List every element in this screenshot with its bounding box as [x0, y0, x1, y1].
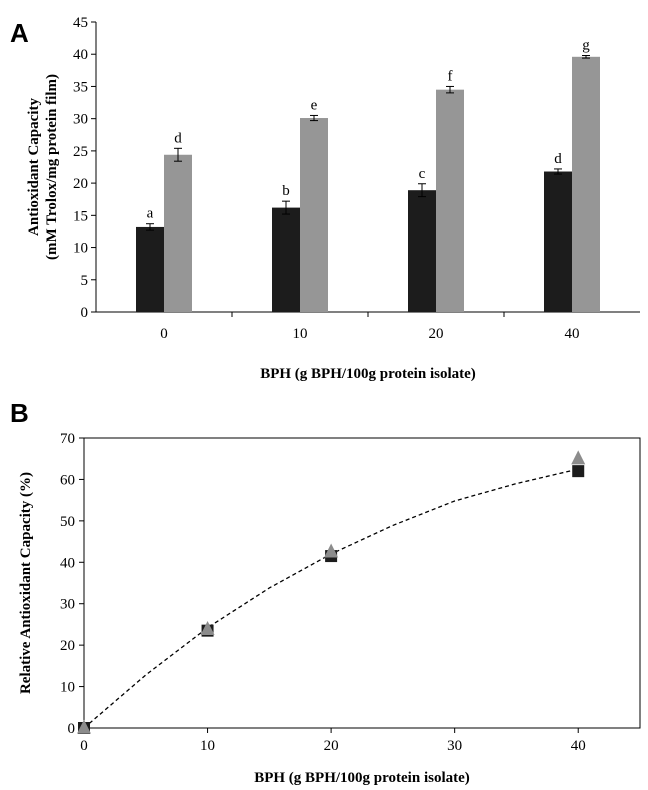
panel-a-significance-label: g [582, 38, 590, 54]
panel-a-significance-label: f [448, 68, 453, 84]
panel-a-significance-label: b [282, 183, 290, 199]
panel-b-y-tick-label: 20 [60, 638, 75, 654]
panel-b-y-tick-label: 70 [60, 431, 75, 447]
panel-a-bar [164, 154, 192, 312]
panel-a-y-tick-label: 10 [73, 241, 88, 257]
panel-b-plot-frame [83, 437, 641, 729]
panel-b-point-triangle [200, 621, 215, 635]
panel-a-x-tick-label: 40 [565, 326, 580, 342]
panel-a-bar [300, 118, 328, 313]
panel-b-x-tick-label: 40 [571, 738, 586, 754]
panel-a-significance-label: e [311, 97, 318, 113]
panel-a-x-tick-label: 20 [429, 326, 444, 342]
panel-b-x-tick-label: 30 [447, 738, 462, 754]
panel-a-bar-chart: A Antioxidant Capacity (mM Trolox/mg pro… [10, 15, 640, 382]
panel-a-significance-label: c [419, 166, 426, 182]
panel-b-y-axis-title: Relative Antioxidant Capacity (%) [18, 472, 34, 694]
panel-a-y-tick-label: 35 [73, 79, 88, 95]
panel-a-bar [136, 226, 164, 312]
panel-b-y-tick-label: 60 [60, 472, 75, 488]
panel-b-y-tick-label: 30 [60, 597, 75, 613]
panel-b-x-tick-label: 0 [80, 738, 88, 754]
panel-a-x-axis-title: BPH (g BPH/100g protein isolate) [260, 366, 476, 382]
panel-b-y-tick-label: 0 [68, 721, 76, 737]
panel-a-y-axis-title-line2: (mM Trolox/mg protein film) [44, 74, 60, 260]
panel-a-significance-label: d [174, 130, 182, 146]
panel-a-y-tick-label: 5 [81, 273, 89, 289]
panel-a-marks: 0 5 10 15 20 25 30 35 40 45 0 a d 10 b e 20 c f 40 d g [73, 15, 600, 342]
panel-b-letter: B [10, 398, 29, 428]
panel-a-y-tick-label: 20 [73, 176, 88, 192]
panel-a-y-tick-label: 25 [73, 144, 88, 160]
panel-a-y-tick-label: 45 [73, 15, 88, 31]
panel-a-bar [408, 190, 436, 312]
panel-a-y-tick-label: 40 [73, 47, 88, 63]
panel-a-y-tick-label: 15 [73, 208, 88, 224]
panel-a-x-tick-label: 0 [160, 326, 168, 342]
panel-b-scatter-chart: B Relative Antioxidant Capacity (%) BPH … [10, 398, 641, 786]
panel-b-point-triangle [571, 450, 586, 465]
panel-b-x-tick-label: 10 [200, 738, 215, 754]
panel-a-letter: A [10, 18, 29, 48]
panel-a-significance-label: a [147, 206, 154, 222]
panel-b-x-tick-label: 20 [324, 738, 339, 754]
panel-a-significance-label: d [554, 151, 562, 167]
panel-b-y-tick-label: 10 [60, 680, 75, 696]
panel-a-x-tick-label: 10 [293, 326, 308, 342]
panel-a-bar [572, 56, 600, 312]
panel-b-y-tick-label: 50 [60, 514, 75, 530]
panel-a-bar [544, 171, 572, 312]
panel-b-point-triangle [324, 543, 339, 558]
panel-b-point-triangle [77, 719, 91, 734]
panel-a-y-tick-label: 30 [73, 112, 88, 128]
panel-a-y-tick-label: 0 [81, 305, 89, 321]
panel-b-trendline [83, 468, 579, 729]
panel-a-bar [272, 207, 300, 312]
panel-b-x-axis-title: BPH (g BPH/100g protein isolate) [254, 770, 470, 786]
panel-a-y-axis-title-line1: Antioxidant Capacity [26, 98, 42, 236]
panel-b-y-tick-label: 40 [60, 555, 75, 571]
panel-b-point-square [572, 465, 585, 478]
panel-a-bar [436, 89, 464, 313]
panel-b-marks: 0 10 20 30 40 50 60 70 0 10 20 30 40 [60, 431, 586, 754]
